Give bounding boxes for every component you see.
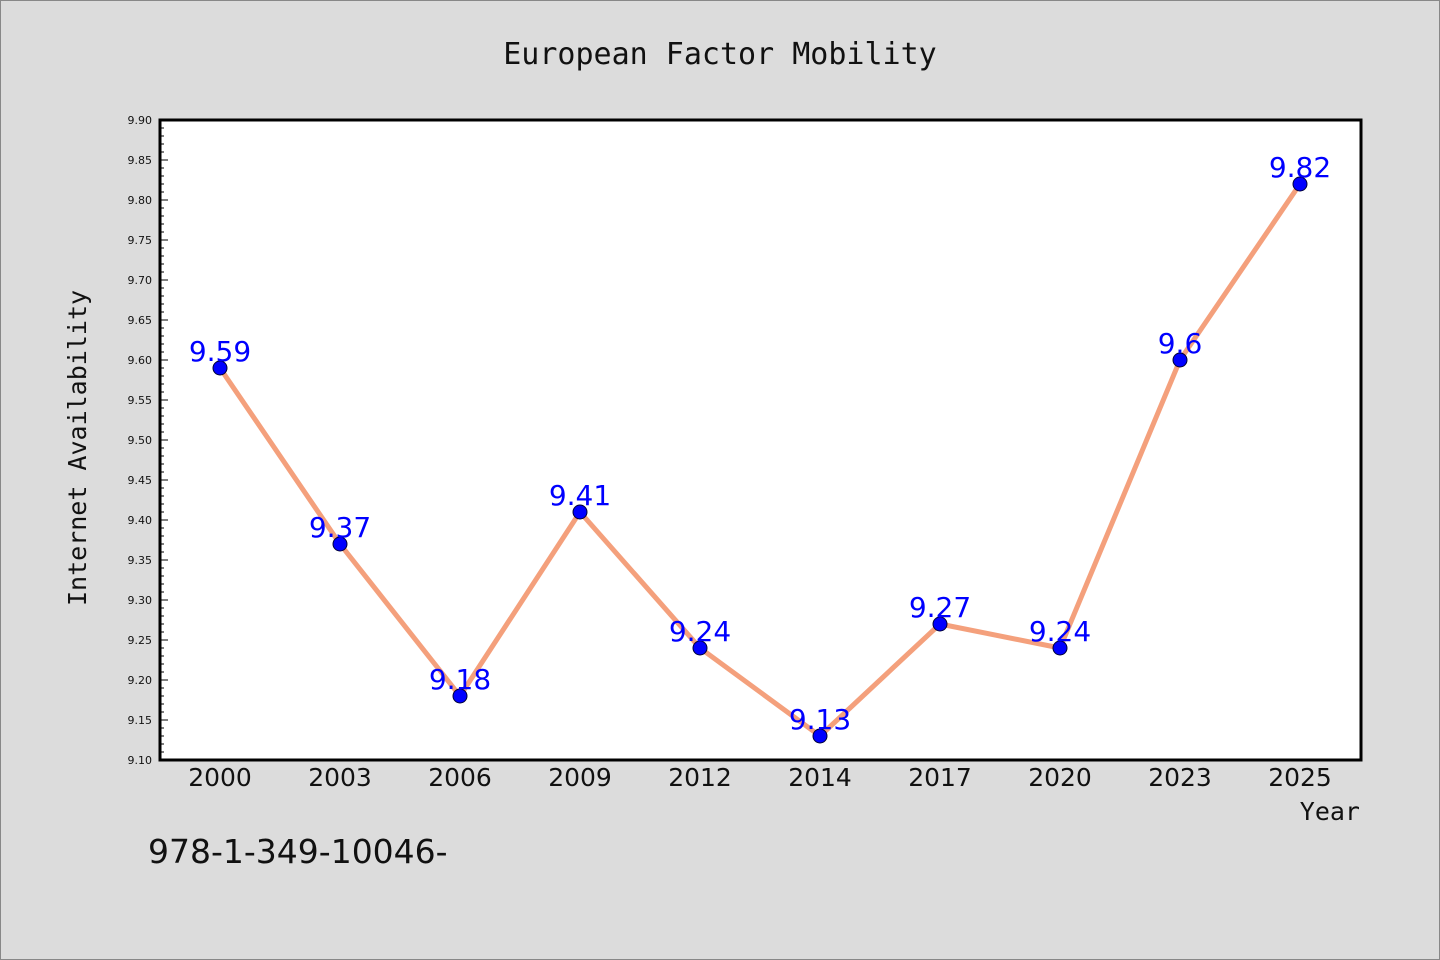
data-point bbox=[452, 688, 468, 704]
y-tick-label: 9.50 bbox=[128, 434, 153, 447]
y-tick-label: 9.85 bbox=[128, 154, 153, 167]
data-point bbox=[332, 536, 348, 552]
data-point bbox=[212, 360, 228, 376]
data-label: 9.13 bbox=[789, 703, 851, 736]
y-tick-label: 9.75 bbox=[128, 234, 153, 247]
y-tick-label: 9.55 bbox=[128, 394, 153, 407]
x-tick-label: 2017 bbox=[908, 763, 972, 792]
data-label: 9.37 bbox=[309, 511, 371, 544]
y-tick-label: 9.10 bbox=[128, 754, 153, 767]
data-label: 9.27 bbox=[909, 591, 971, 624]
y-tick-label: 9.60 bbox=[128, 354, 153, 367]
y-tick-label: 9.30 bbox=[128, 594, 153, 607]
x-tick-label: 2020 bbox=[1028, 763, 1092, 792]
y-axis-title: Internet Availability bbox=[63, 290, 92, 606]
y-axis: 9.10 9.15 9.20 9.25 9.30 9.35 9.40 9.45 9.50 9.55… bbox=[128, 114, 168, 767]
y-tick-label: 9.40 bbox=[128, 514, 153, 527]
data-label: 9.59 bbox=[189, 335, 251, 368]
y-tick-label: 9.20 bbox=[128, 674, 153, 687]
y-tick-label: 9.80 bbox=[128, 194, 153, 207]
data-point bbox=[932, 616, 948, 632]
data-label-layer: 9.59 9.37 9.18 9.41 9.24 9.13 9.27 9.24 9.6 9.82 bbox=[189, 151, 1331, 736]
x-tick-label: 2009 bbox=[548, 763, 612, 792]
y-tick-label: 9.90 bbox=[128, 114, 153, 127]
footnote-text: 978-1-349-10046- bbox=[148, 832, 448, 871]
y-tick-label: 9.15 bbox=[128, 714, 153, 727]
x-tick-label: 2023 bbox=[1148, 763, 1212, 792]
chart-title: European Factor Mobility bbox=[503, 37, 936, 72]
data-label: 9.41 bbox=[549, 479, 611, 512]
data-label: 9.82 bbox=[1269, 151, 1331, 184]
data-label: 9.6 bbox=[1158, 327, 1203, 360]
data-label: 9.24 bbox=[669, 615, 731, 648]
x-axis: 2000 2003 2006 2009 2012 2014 2017 2020 2023 2025 bbox=[188, 763, 1332, 792]
series-line bbox=[217, 181, 1303, 739]
plot-area bbox=[158, 118, 1363, 762]
data-label: 9.18 bbox=[429, 663, 491, 696]
y-tick-label: 9.45 bbox=[128, 474, 153, 487]
x-tick-label: 2003 bbox=[308, 763, 372, 792]
y-tick-label: 9.65 bbox=[128, 314, 153, 327]
x-tick-label: 2006 bbox=[428, 763, 492, 792]
data-point bbox=[572, 504, 588, 520]
x-axis-title: Year bbox=[1300, 797, 1360, 826]
data-point bbox=[1172, 352, 1188, 368]
data-label: 9.24 bbox=[1029, 615, 1091, 648]
series-layer bbox=[212, 176, 1308, 744]
data-point bbox=[1052, 640, 1068, 656]
data-point bbox=[812, 728, 828, 744]
x-tick-label: 2012 bbox=[668, 763, 732, 792]
x-tick-label: 2014 bbox=[788, 763, 852, 792]
y-tick-label: 9.35 bbox=[128, 554, 153, 567]
data-point bbox=[692, 640, 708, 656]
x-tick-label: 2025 bbox=[1268, 763, 1332, 792]
x-tick-label: 2000 bbox=[188, 763, 252, 792]
data-point bbox=[1292, 176, 1308, 192]
y-tick-label: 9.25 bbox=[128, 634, 153, 647]
y-tick-label: 9.70 bbox=[128, 274, 153, 287]
